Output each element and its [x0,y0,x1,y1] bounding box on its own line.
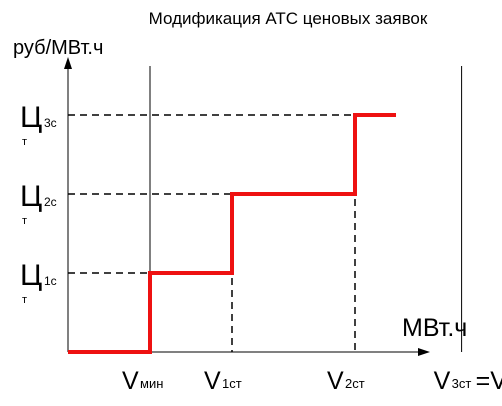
y-tick-sub-3: 3с [44,116,57,130]
chart-title: Модификация АТС ценовых заявок [149,9,428,28]
x-tick-sub-3: 2ст [345,376,365,391]
y-tick-below-3: т [22,136,27,148]
x-axis-label: МВт.ч [402,314,467,342]
y-tick-below-1: т [22,294,27,306]
y-tick-main-1: Ц [20,259,42,292]
y-tick-main-3: Ц [20,101,42,134]
y-tick-below-2: т [22,215,27,227]
x-tick-main-4: V [434,367,451,395]
y-axis-arrow-icon [64,57,72,69]
y-axis-label: руб/МВт.ч [13,37,103,59]
x-tick-main-3: V [327,367,344,395]
guide-lines [68,66,463,352]
series-group [67,113,397,354]
y-tick-sub-1: 1с [44,274,57,288]
x-tick-main-2: V [204,367,221,395]
x-tick-sub-4: 3ст [452,376,472,391]
x-tick-sub-2: 1ст [222,376,242,391]
x-tick-main-1: V [122,367,139,395]
x-axis-arrow-icon [418,348,430,356]
series-line [68,113,396,354]
y-tick-main-2: Ц [20,180,42,213]
x-tick-sub-1: мин [140,376,163,391]
x-tick-tail-main-4: =V [476,367,502,395]
y-tick-sub-2: 2с [44,195,57,209]
